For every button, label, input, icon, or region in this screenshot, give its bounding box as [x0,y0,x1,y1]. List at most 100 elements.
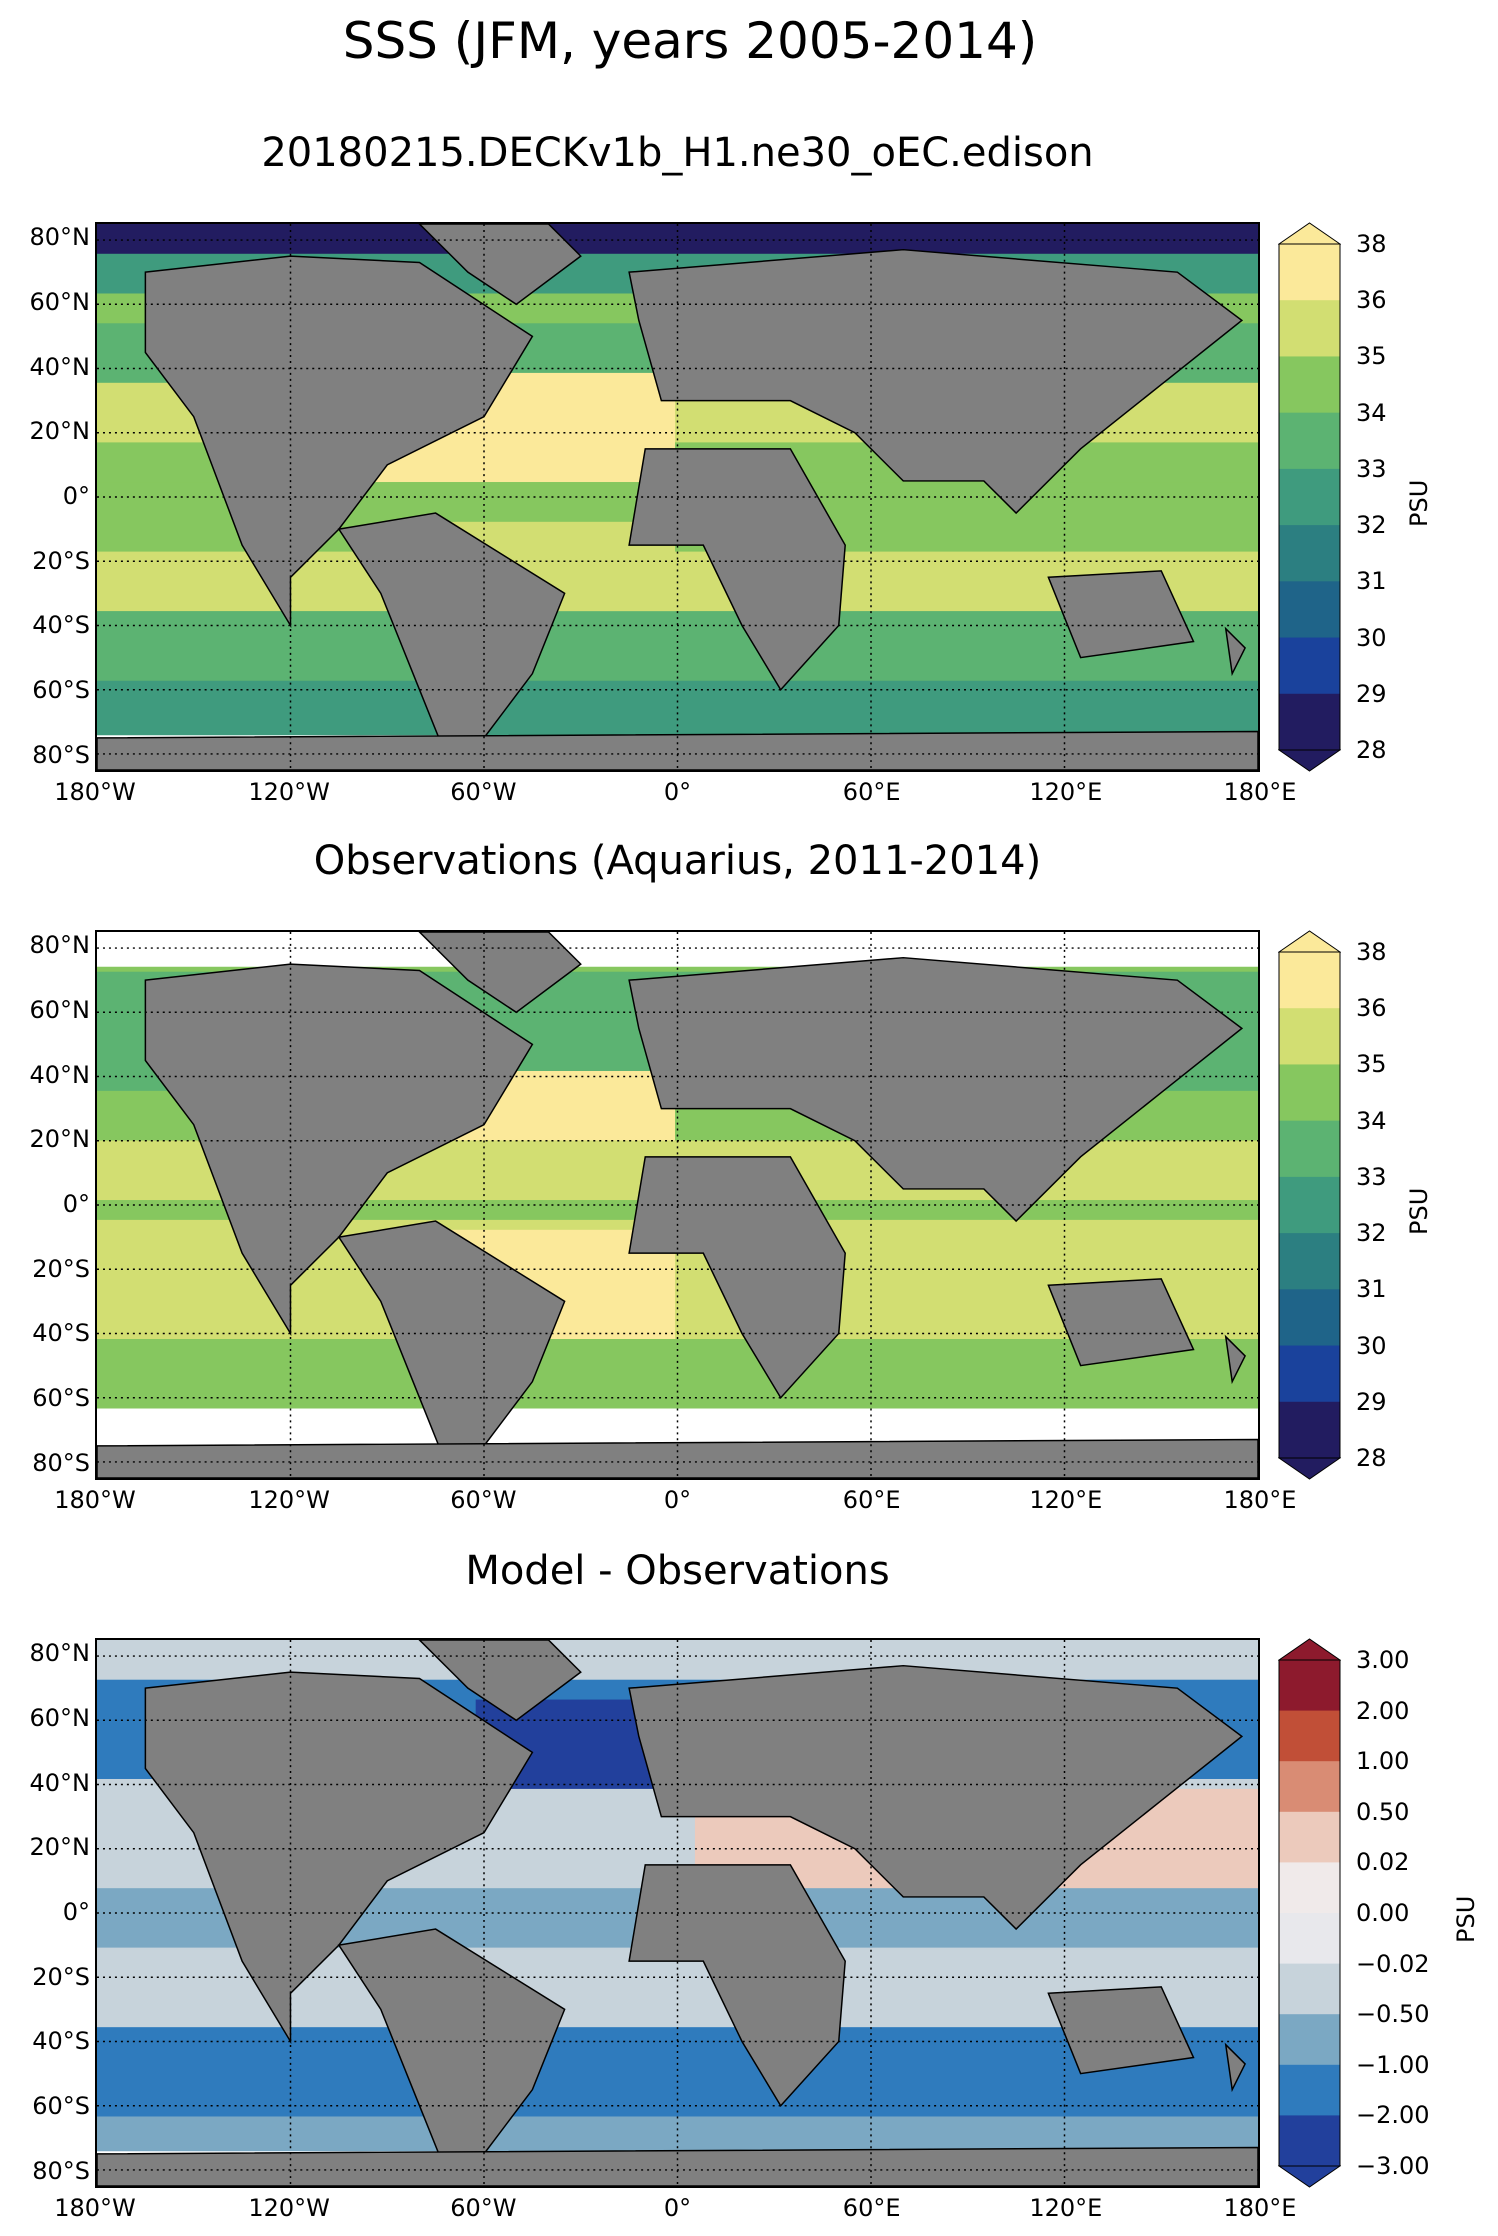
y-tick-label: 40°N [29,1768,91,1797]
colorbar-tick-label: 29 [1356,679,1387,708]
colorbar-tick-label: 36 [1356,994,1387,1023]
x-tick-label: 120°W [248,1486,330,1514]
colorbar-tick-label: 0.02 [1356,1848,1410,1877]
colorbar-tick-label: 38 [1356,938,1387,966]
x-tick-label: 60°E [842,778,901,806]
colorbar-swatch [1279,1064,1340,1122]
x-tick-label: 0° [663,1486,692,1514]
colorbar-tick-label: 1.00 [1356,1747,1410,1776]
land-mass [97,730,1258,770]
colorbar-tick-label: 3.00 [1356,1646,1410,1674]
colorbar-swatch [1279,468,1340,526]
y-tick-label: 80°N [29,931,91,960]
colorbar-tick-label: 29 [1356,1387,1387,1416]
y-tick-label: 0° [62,1898,90,1926]
x-tick-label: 60°W [450,2194,517,2222]
y-tick-label: 40°N [29,352,91,381]
y-tick-label: 0° [62,1190,90,1218]
x-tick-label: 120°W [248,778,330,806]
colorbar-tick-label: 32 [1356,511,1387,540]
colorbar-swatch [1279,1401,1340,1459]
x-tick-label: 180°E [1223,2194,1297,2222]
colorbar-tick-label: 32 [1356,1219,1387,1248]
colorbar-tick-label: 38 [1356,230,1387,258]
land-mass [97,2146,1258,2186]
land-mass [1224,626,1247,677]
y-tick-label: 0° [62,482,90,510]
colorbar-tick-label: 31 [1356,567,1387,596]
colorbar-swatch [1279,1233,1340,1290]
land-mass [1047,1278,1195,1367]
colorbar-extend-top [1278,1638,1341,1661]
colorbar-3 [1278,1638,1341,2188]
colorbar-tick-label: −0.50 [1356,2000,1430,2029]
model-map [95,222,1260,772]
colorbar-tick-label: 28 [1356,736,1387,764]
y-tick-label: 80°N [29,1639,91,1668]
y-tick-label: 80°S [32,1448,90,1477]
x-tick-label: 180°E [1223,778,1297,806]
x-tick-label: 60°E [842,1486,901,1514]
colorbar-swatch [1279,356,1340,414]
land-mass [628,1156,846,1399]
colorbar-extend-bottom [1278,2165,1341,2188]
colorbar-swatch [1279,2115,1340,2167]
figure-title: SSS (JFM, years 2005-2014) [342,12,1038,70]
colorbar-unit-label: PSU [1405,1187,1433,1235]
colorbar-2 [1278,930,1341,1480]
x-tick-label: 0° [663,2194,692,2222]
y-tick-label: 40°S [32,1319,90,1348]
colorbar-swatch [1279,2014,1340,2066]
colorbar-tick-label: −2.00 [1356,2101,1430,2130]
colorbar-extend-top [1278,930,1341,953]
land-mass [97,1438,1258,1478]
colorbar-tick-label: 35 [1356,342,1387,371]
y-tick-label: 80°N [29,223,91,252]
colorbar-swatch [1279,1345,1340,1403]
y-tick-label: 60°S [32,676,90,705]
colorbar-tick-label: −0.02 [1356,1949,1430,1978]
colorbar-swatch [1279,1862,1340,1914]
colorbar-tick-label: 34 [1356,1106,1387,1135]
colorbar-tick-label: 30 [1356,1331,1387,1360]
y-tick-label: 20°S [32,1962,90,1991]
y-tick-label: 80°S [32,740,90,769]
y-tick-label: 20°N [29,417,91,446]
colorbar-tick-label: 36 [1356,286,1387,315]
colorbar-swatch [1279,1913,1340,1965]
colorbar-swatch [1279,1008,1340,1065]
colorbar-swatch [1279,1761,1340,1813]
colorbar-tick-label: 28 [1356,1444,1387,1472]
colorbar-swatch [1279,637,1340,695]
x-tick-label: 180°W [54,2194,136,2222]
land-mass [1047,570,1195,659]
land-mass [1224,2042,1247,2093]
colorbar-tick-label: 0.50 [1356,1797,1410,1826]
land-mass [628,1864,846,2107]
colorbar-extend-bottom [1278,749,1341,772]
y-tick-label: 60°N [29,287,91,316]
colorbar-swatch [1279,581,1340,639]
x-tick-label: 60°W [450,1486,517,1514]
land-mass [1224,1334,1247,1385]
colorbar-swatch [1279,693,1340,751]
x-tick-label: 180°E [1223,1486,1297,1514]
difference-map [95,1638,1260,2188]
colorbar-swatch [1279,2064,1340,2116]
colorbar-tick-label: 30 [1356,623,1387,652]
panel-3-title: Model - Observations [465,1548,890,1594]
colorbar-swatch [1279,300,1340,357]
colorbar-swatch [1279,412,1340,470]
land-mass [628,448,846,691]
x-tick-label: 180°W [54,1486,136,1514]
panel-1-title: 20180215.DECKv1b_H1.ne30_oEC.edison [261,130,1094,176]
y-tick-label: 60°S [32,1384,90,1413]
colorbar-swatch [1279,525,1340,582]
colorbar-swatch [1279,1289,1340,1347]
colorbar-tick-label: 31 [1356,1275,1387,1304]
colorbar-swatch [1279,1963,1340,2015]
colorbar-unit-label: PSU [1452,1895,1480,1943]
colorbar-unit-label: PSU [1405,479,1433,527]
x-tick-label: 120°W [248,2194,330,2222]
x-tick-label: 60°E [842,2194,901,2222]
